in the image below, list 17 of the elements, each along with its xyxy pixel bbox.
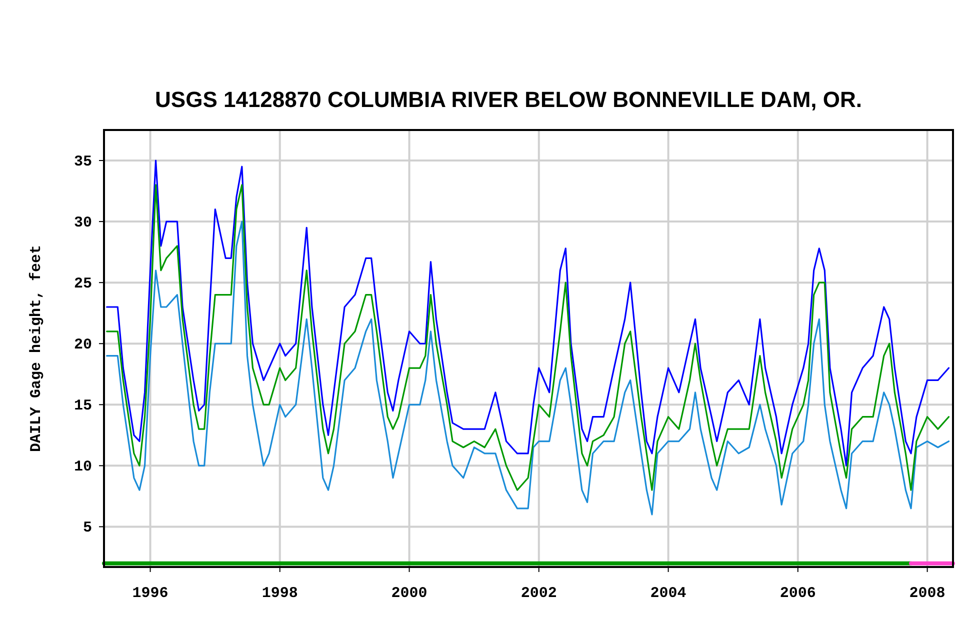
x-tick-label: 1996 (132, 585, 168, 602)
y-tick-label: 30 (74, 214, 92, 232)
x-tick-label: 2008 (909, 585, 946, 602)
x-tick-label: 1998 (262, 585, 298, 602)
y-tick-label: 25 (74, 276, 92, 293)
x-tick-label: 2002 (520, 585, 557, 602)
y-tick-label: 20 (74, 336, 92, 354)
x-tick-label: 2006 (780, 585, 816, 602)
y-axis-title: DAILY Gage height, feet (28, 244, 45, 452)
line-series (106, 220, 950, 516)
y-tick-label: 35 (74, 154, 92, 171)
chart-title: USGS 14128870 COLUMBIA RIVER BELOW BONNEVILLE DAM, OR. (155, 87, 862, 112)
x-tick-label: 2000 (391, 585, 428, 602)
x-tick-label: 2004 (650, 585, 686, 602)
y-tick-label: 10 (74, 458, 92, 476)
y-tick-label: 15 (74, 398, 92, 415)
y-tick-label: 5 (82, 520, 92, 537)
